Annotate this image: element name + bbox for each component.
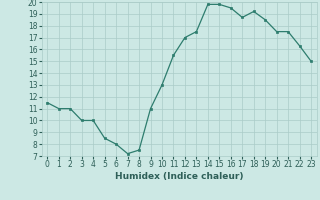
X-axis label: Humidex (Indice chaleur): Humidex (Indice chaleur) <box>115 172 244 181</box>
